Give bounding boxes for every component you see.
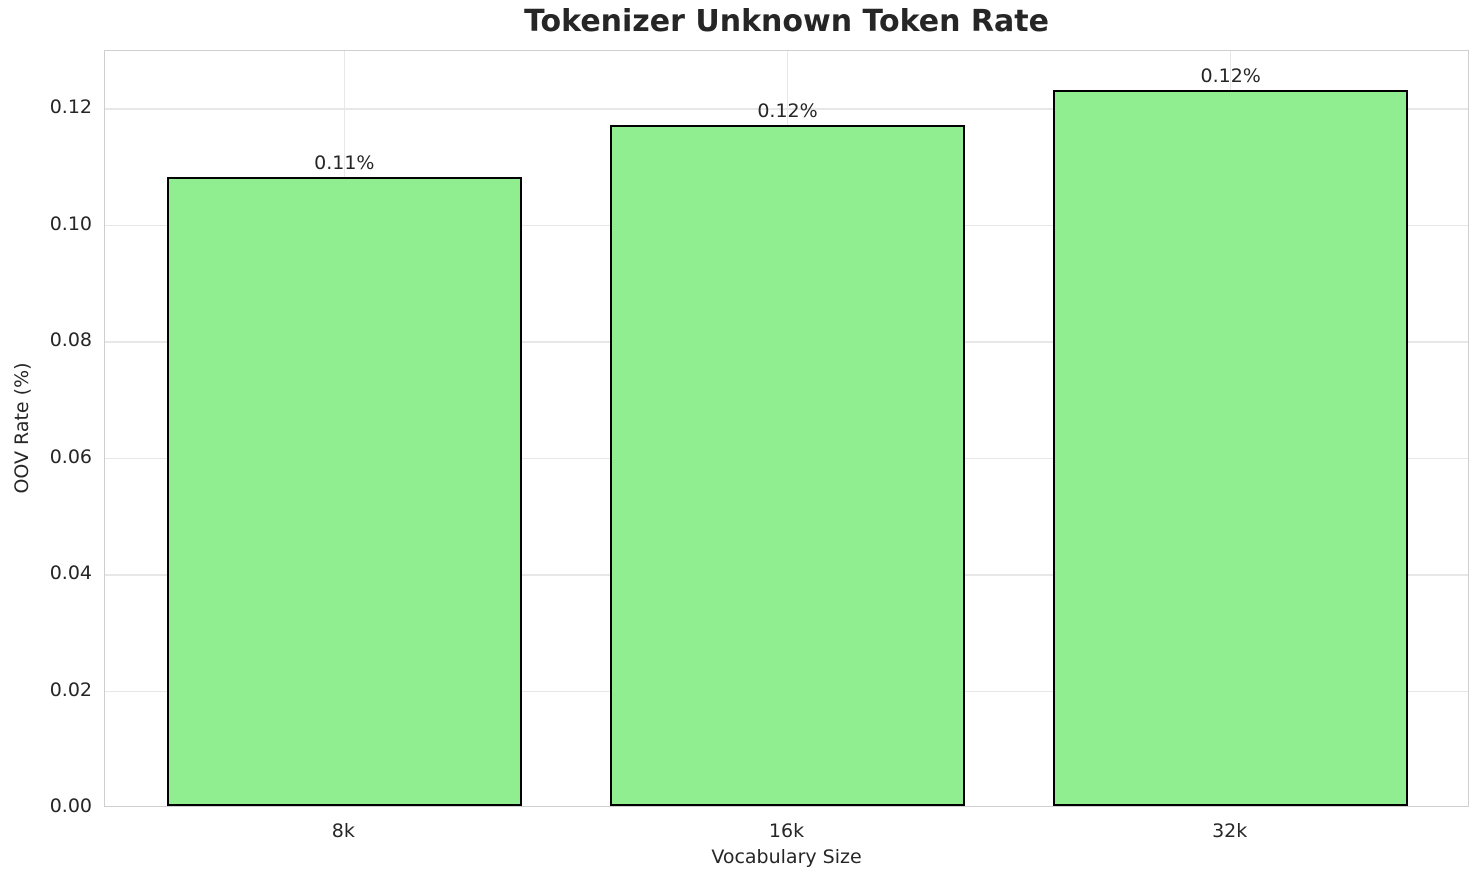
y-tick-label-0.10: 0.10 — [49, 212, 92, 235]
bar-8k — [167, 177, 522, 806]
plot-area: 0.11% 0.12% 0.12% — [104, 50, 1469, 807]
y-tick-label-0.12: 0.12 — [49, 96, 92, 119]
y-tick-label-0.00: 0.00 — [49, 795, 92, 817]
y-tick-label-0.04: 0.04 — [49, 562, 92, 585]
x-tick-label-8k: 8k — [331, 820, 355, 842]
y-tick-label-0.08: 0.08 — [49, 329, 92, 352]
x-tick-label-32k: 32k — [1212, 820, 1248, 842]
chart-title: Tokenizer Unknown Token Rate — [524, 4, 1049, 39]
x-axis-label: Vocabulary Size — [711, 846, 862, 868]
bar-value-label-8k: 0.11% — [314, 152, 375, 174]
bar-16k — [610, 125, 965, 806]
bar-value-label-16k: 0.12% — [757, 100, 818, 122]
y-axis-label: OOV Rate (%) — [11, 362, 33, 494]
y-tick-label-0.06: 0.06 — [49, 445, 92, 468]
gridline-horizontal-0.12 — [105, 108, 1468, 110]
y-tick-label-0.02: 0.02 — [49, 678, 92, 701]
bar-32k — [1053, 90, 1408, 806]
bar-value-label-32k: 0.12% — [1200, 65, 1261, 87]
x-tick-label-16k: 16k — [768, 820, 805, 842]
